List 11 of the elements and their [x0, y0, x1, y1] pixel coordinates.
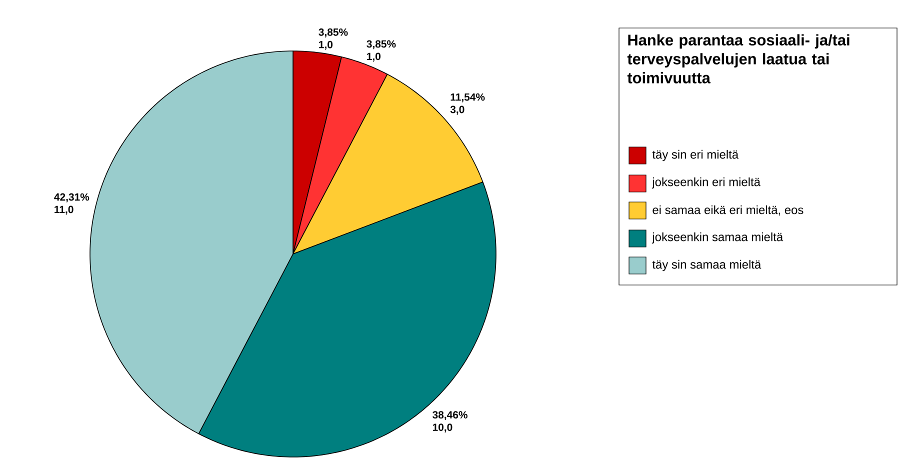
- data-label: 3,85% 1,0: [366, 40, 396, 62]
- legend-label: ei samaa eikä eri mieltä, eos: [652, 205, 804, 216]
- legend-label: jokseenkin samaa mieltä: [652, 232, 784, 244]
- legend-label: jokseenkin eri mieltä: [652, 177, 760, 189]
- data-label: 3,85% 1,0: [318, 28, 348, 50]
- data-label: 11,54% 3,0: [450, 93, 485, 115]
- legend-label: täy sin samaa mieltä: [652, 260, 762, 272]
- data-label: 42,31% 11,0: [54, 193, 90, 215]
- legend-title: Hanke parantaa sosiaali- ja/tai terveyspalvelujen laatua tai toimivuutta: [627, 34, 850, 84]
- data-label: 38,46% 10,0: [432, 411, 468, 433]
- legend-label: täy sin eri mieltä: [652, 150, 739, 162]
